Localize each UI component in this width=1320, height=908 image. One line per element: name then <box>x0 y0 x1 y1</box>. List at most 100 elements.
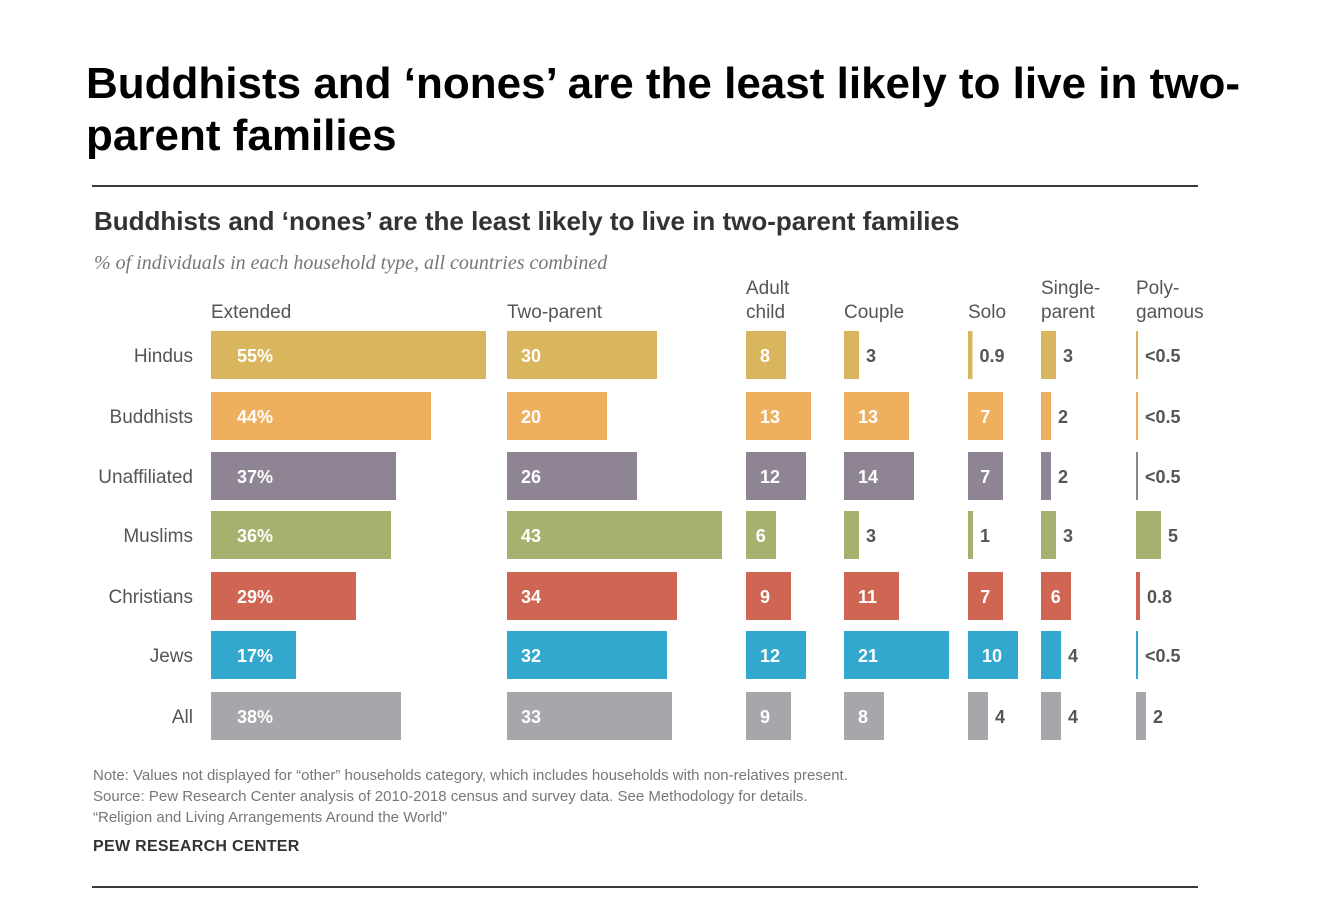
value-label-poly-gamous-unaffiliated: <0.5 <box>1145 467 1181 487</box>
chart-subtitle: % of individuals in each household type,… <box>94 252 608 274</box>
row-label-hindus: Hindus <box>134 346 193 367</box>
value-label-couple-christians: 11 <box>858 587 877 607</box>
bar-extended-muslims <box>211 511 391 559</box>
bar-poly-gamous-buddhists <box>1136 392 1138 440</box>
bar-solo-jews <box>968 631 1018 679</box>
row-label-buddhists: Buddhists <box>110 407 193 428</box>
bar-two-parent-muslims <box>507 511 722 559</box>
top-divider <box>92 185 1198 187</box>
bar-poly-gamous-jews <box>1136 631 1138 679</box>
value-label-two-parent-muslims: 43 <box>521 526 541 546</box>
bar-two-parent-unaffiliated <box>507 452 637 500</box>
bar-extended-buddhists <box>211 392 431 440</box>
bar-extended-christians <box>211 572 356 620</box>
bar-extended-jews <box>211 631 296 679</box>
bar-single-parent-hindus <box>1041 331 1056 379</box>
value-label-single-parent-buddhists: 2 <box>1058 407 1068 427</box>
value-label-extended-muslims: 36% <box>237 526 273 546</box>
bar-couple-all <box>844 692 884 740</box>
bar-poly-gamous-hindus <box>1136 331 1138 379</box>
bar-couple-jews <box>844 631 949 679</box>
bar-two-parent-jews <box>507 631 667 679</box>
value-label-adult-child-christians: 9 <box>760 587 770 607</box>
value-label-single-parent-all: 4 <box>1068 707 1078 727</box>
value-label-extended-hindus: 55% <box>237 346 273 366</box>
row-label-muslims: Muslims <box>123 526 193 547</box>
bar-adult-child-unaffiliated <box>746 452 806 500</box>
value-label-poly-gamous-hindus: <0.5 <box>1145 346 1181 366</box>
page-headline: Buddhists and ‘nones’ are the least like… <box>86 59 1241 160</box>
bar-single-parent-jews <box>1041 631 1061 679</box>
bar-single-parent-all <box>1041 692 1061 740</box>
bar-solo-hindus <box>968 331 973 379</box>
row-label-unaffiliated: Unaffiliated <box>98 467 193 488</box>
bar-two-parent-all <box>507 692 672 740</box>
column-header-extended: Extended <box>211 302 291 323</box>
value-label-two-parent-buddhists: 20 <box>521 407 541 427</box>
bar-couple-buddhists <box>844 392 909 440</box>
value-label-single-parent-muslims: 3 <box>1063 526 1073 546</box>
column-header-poly-gamous: Poly- <box>1136 278 1179 299</box>
value-label-solo-all: 4 <box>995 707 1005 727</box>
bar-adult-child-hindus <box>746 331 786 379</box>
value-label-poly-gamous-all: 2 <box>1153 707 1163 727</box>
report-title: “Religion and Living Arrangements Around… <box>93 809 448 826</box>
column-header-single-parent: parent <box>1041 302 1096 323</box>
value-label-poly-gamous-buddhists: <0.5 <box>1145 407 1181 427</box>
value-label-poly-gamous-muslims: 5 <box>1168 526 1178 546</box>
bar-couple-muslims <box>844 511 859 559</box>
bottom-divider <box>92 886 1198 888</box>
bar-adult-child-buddhists <box>746 392 811 440</box>
brand-logo-text: PEW RESEARCH CENTER <box>93 838 300 855</box>
value-label-solo-hindus: 0.9 <box>980 346 1005 366</box>
column-header-two-parent: Two-parent <box>507 302 603 323</box>
bar-couple-unaffiliated <box>844 452 914 500</box>
bar-poly-gamous-unaffiliated <box>1136 452 1138 500</box>
value-label-two-parent-christians: 34 <box>521 587 541 607</box>
bar-single-parent-buddhists <box>1041 392 1051 440</box>
chart-notes: Note: Values not displayed for “other” h… <box>93 765 848 828</box>
column-header-poly-gamous: gamous <box>1136 302 1204 323</box>
value-label-couple-buddhists: 13 <box>858 407 878 427</box>
value-label-poly-gamous-jews: <0.5 <box>1145 646 1181 666</box>
bar-poly-gamous-christians <box>1136 572 1140 620</box>
value-label-extended-all: 38% <box>237 707 273 727</box>
chart-title: Buddhists and ‘nones’ are the least like… <box>94 206 960 236</box>
bar-extended-all <box>211 692 401 740</box>
column-header-couple: Couple <box>844 302 904 323</box>
value-label-couple-unaffiliated: 14 <box>858 467 878 487</box>
value-label-solo-jews: 10 <box>982 646 1002 666</box>
value-label-single-parent-unaffiliated: 2 <box>1058 467 1068 487</box>
value-label-two-parent-jews: 32 <box>521 646 541 666</box>
value-label-poly-gamous-christians: 0.8 <box>1147 587 1172 607</box>
value-label-solo-muslims: 1 <box>980 526 990 546</box>
bar-two-parent-hindus <box>507 331 657 379</box>
value-label-couple-jews: 21 <box>858 646 878 666</box>
bar-single-parent-christians <box>1041 572 1071 620</box>
value-label-two-parent-unaffiliated: 26 <box>521 467 541 487</box>
row-label-all: All <box>172 707 193 728</box>
bar-two-parent-christians <box>507 572 677 620</box>
bar-solo-christians <box>968 572 1003 620</box>
source-text: Source: Pew Research Center analysis of … <box>93 788 808 805</box>
value-label-extended-unaffiliated: 37% <box>237 467 273 487</box>
value-label-extended-buddhists: 44% <box>237 407 273 427</box>
value-label-adult-child-all: 9 <box>760 707 770 727</box>
bar-single-parent-muslims <box>1041 511 1056 559</box>
bar-two-parent-buddhists <box>507 392 607 440</box>
value-label-adult-child-hindus: 8 <box>760 346 770 366</box>
value-label-extended-jews: 17% <box>237 646 273 666</box>
column-header-solo: Solo <box>968 302 1006 323</box>
bar-poly-gamous-all <box>1136 692 1146 740</box>
value-label-extended-christians: 29% <box>237 587 273 607</box>
bar-extended-hindus <box>211 331 486 379</box>
value-label-single-parent-jews: 4 <box>1068 646 1078 666</box>
column-header-single-parent: Single- <box>1041 278 1100 299</box>
bar-adult-child-christians <box>746 572 791 620</box>
bar-adult-child-all <box>746 692 791 740</box>
bar-adult-child-jews <box>746 631 806 679</box>
bar-poly-gamous-muslims <box>1136 511 1161 559</box>
bar-adult-child-muslims <box>746 511 776 559</box>
value-label-solo-christians: 7 <box>980 587 990 607</box>
